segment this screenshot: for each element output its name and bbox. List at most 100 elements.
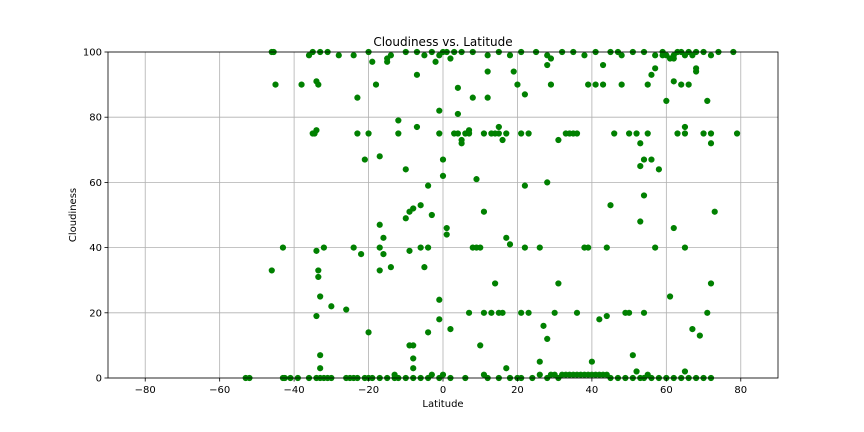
data-point: [644, 130, 651, 137]
data-point: [480, 130, 488, 137]
data-point: [425, 329, 432, 336]
data-point: [693, 68, 700, 75]
data-point: [484, 94, 491, 101]
data-point: [618, 52, 625, 59]
data-point: [477, 244, 484, 251]
data-point: [436, 316, 443, 323]
chart-title: Cloudiness vs. Latitude: [373, 35, 512, 49]
data-point: [707, 130, 715, 137]
data-point: [384, 58, 391, 65]
data-point: [626, 309, 633, 316]
data-point: [328, 303, 335, 310]
data-point: [480, 208, 488, 215]
data-point: [551, 309, 558, 316]
data-point: [410, 365, 417, 372]
data-point: [704, 309, 711, 316]
data-point: [603, 312, 610, 320]
data-point: [372, 81, 380, 88]
data-point: [439, 156, 447, 163]
data-point: [358, 251, 365, 258]
data-point: [272, 81, 279, 88]
data-point: [488, 309, 495, 316]
data-point: [588, 358, 595, 365]
data-point: [495, 130, 502, 137]
data-point: [387, 264, 394, 271]
data-point: [279, 244, 287, 251]
data-point: [637, 163, 644, 170]
y-tick-label: 100: [83, 48, 102, 59]
y-axis-ticks: 0 20 40 60 80 100: [83, 48, 108, 385]
data-point: [313, 127, 320, 134]
data-point: [480, 309, 488, 316]
data-point: [447, 326, 454, 333]
data-point: [585, 81, 592, 88]
data-point: [592, 81, 599, 88]
data-point: [410, 342, 417, 349]
data-point: [406, 247, 413, 254]
data-point: [525, 309, 532, 316]
data-point: [536, 358, 543, 365]
x-tick-label: −40: [284, 385, 305, 396]
data-point: [313, 312, 320, 320]
data-point: [492, 280, 499, 287]
data-point: [454, 110, 461, 118]
data-point: [666, 293, 674, 300]
data-point: [585, 244, 592, 251]
data-point: [305, 52, 313, 59]
data-point: [696, 332, 703, 339]
data-point: [681, 368, 689, 375]
x-axis-label: Latitude: [422, 399, 463, 410]
data-point: [711, 208, 718, 215]
data-point: [454, 130, 461, 137]
data-point: [410, 355, 417, 362]
data-point: [317, 293, 324, 300]
data-point: [425, 182, 432, 189]
data-point: [685, 81, 692, 88]
data-point: [707, 52, 715, 59]
data-point: [313, 247, 320, 254]
data-point: [599, 81, 607, 88]
data-point: [652, 52, 659, 59]
data-point: [354, 130, 361, 137]
data-point: [365, 130, 372, 137]
data-point: [544, 61, 551, 69]
data-point: [525, 130, 532, 137]
data-point: [439, 172, 447, 179]
data-point: [484, 52, 491, 59]
x-tick-label: 20: [511, 385, 524, 396]
data-point: [596, 316, 603, 323]
data-point: [417, 244, 424, 251]
data-point: [315, 81, 322, 88]
data-point: [506, 241, 514, 248]
data-point: [707, 280, 715, 287]
data-point: [674, 130, 681, 137]
data-point: [506, 52, 514, 59]
data-point: [521, 244, 528, 251]
data-point: [380, 234, 387, 241]
x-tick-label: 80: [734, 385, 747, 396]
data-point: [387, 52, 394, 59]
data-point: [573, 130, 581, 137]
data-point: [663, 97, 670, 104]
x-tick-label: 40: [586, 385, 599, 396]
data-point: [469, 94, 476, 101]
data-point: [465, 127, 473, 134]
data-point: [681, 244, 689, 251]
data-point: [629, 352, 636, 359]
data-point: [413, 71, 421, 78]
data-point: [402, 215, 409, 222]
data-point: [689, 326, 696, 333]
data-point: [573, 309, 581, 316]
data-point: [704, 97, 711, 104]
data-point: [599, 61, 607, 69]
data-point: [477, 342, 484, 349]
data-point: [640, 192, 648, 199]
data-point: [447, 55, 454, 62]
data-point: [707, 140, 715, 147]
data-point: [536, 371, 543, 378]
data-point: [320, 244, 327, 251]
data-point: [618, 81, 625, 88]
data-point: [376, 221, 383, 228]
data-point: [544, 335, 551, 342]
